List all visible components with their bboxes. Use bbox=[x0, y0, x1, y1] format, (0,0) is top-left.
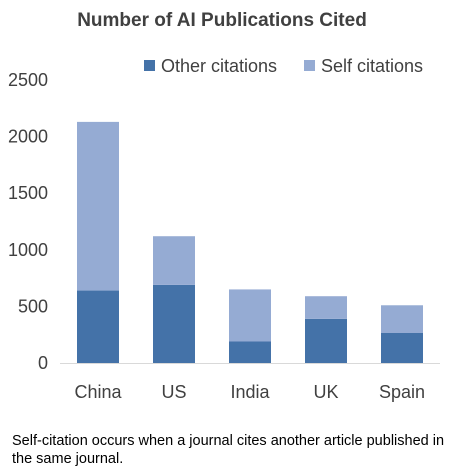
bar-india-other-citations bbox=[229, 341, 271, 363]
legend-label: Other citations bbox=[161, 56, 277, 76]
legend-swatch bbox=[144, 60, 155, 71]
legend: Other citations Self citations bbox=[144, 56, 423, 76]
chart-title: Number of AI Publications Cited bbox=[77, 10, 367, 31]
y-axis: 0 500 1000 1500 2000 2500 bbox=[8, 70, 48, 373]
stacked-bar-chart: Number of AI Publications Cited Other ci… bbox=[8, 10, 440, 402]
y-tick-label: 1500 bbox=[8, 183, 48, 203]
x-tick-label: China bbox=[74, 382, 122, 402]
legend-swatch bbox=[304, 60, 315, 71]
legend-label: Self citations bbox=[321, 56, 423, 76]
bar-spain-other-citations bbox=[381, 333, 423, 363]
bar-us-self-citations bbox=[153, 236, 195, 285]
x-tick-label: Spain bbox=[379, 382, 425, 402]
y-tick-label: 2500 bbox=[8, 70, 48, 90]
bar-china-self-citations bbox=[77, 121, 119, 291]
x-axis: China US India UK Spain bbox=[60, 363, 440, 402]
bar-uk-other-citations bbox=[305, 318, 347, 363]
y-tick-label: 2000 bbox=[8, 127, 48, 147]
x-tick-label: US bbox=[161, 382, 186, 402]
y-tick-label: 500 bbox=[18, 296, 48, 316]
bar-us-other-citations bbox=[153, 284, 195, 363]
bar-spain-self-citations bbox=[381, 305, 423, 334]
y-tick-label: 0 bbox=[38, 353, 48, 373]
bar-uk-self-citations bbox=[305, 296, 347, 319]
bars bbox=[77, 121, 423, 363]
y-tick-label: 1000 bbox=[8, 240, 48, 260]
footnote: Self-citation occurs when a journal cite… bbox=[12, 433, 445, 467]
bar-china-other-citations bbox=[77, 290, 119, 363]
x-tick-label: UK bbox=[313, 382, 338, 402]
bar-india-self-citations bbox=[229, 289, 271, 342]
x-tick-label: India bbox=[230, 382, 270, 402]
